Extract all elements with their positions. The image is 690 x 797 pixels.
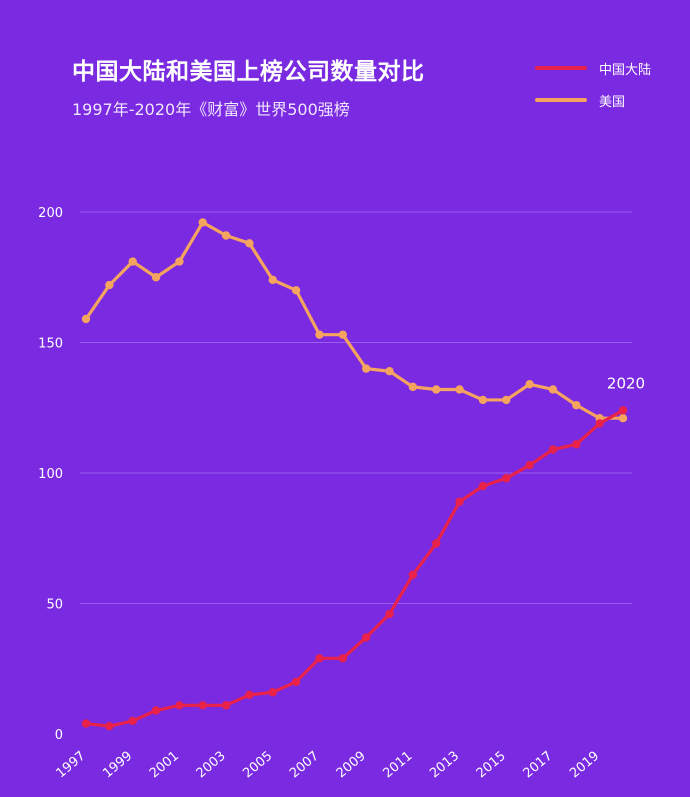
data-point-china — [478, 481, 488, 491]
data-point-china — [128, 716, 137, 726]
data-point-usa — [618, 413, 628, 423]
legend-label-usa: 美国 — [599, 94, 626, 110]
x-tick-label: 2005 — [240, 749, 275, 782]
data-point-usa — [221, 231, 231, 240]
data-point-usa — [572, 400, 581, 410]
data-point-usa — [385, 367, 394, 376]
data-point-usa — [408, 382, 418, 392]
data-point-usa — [105, 280, 114, 290]
legend-item-china: 中国大陆 — [535, 57, 651, 79]
data-point-usa — [502, 395, 511, 405]
data-point-usa — [81, 314, 91, 324]
data-point-china — [105, 721, 114, 731]
legend-swatch-usa — [535, 98, 587, 102]
series-line-usa — [84, 220, 625, 420]
data-point-usa — [432, 385, 441, 394]
y-tick-label: 200 — [38, 206, 63, 221]
data-point-china — [525, 460, 534, 470]
data-point-china — [338, 654, 348, 663]
data-point-china — [548, 445, 558, 454]
data-point-usa — [198, 218, 207, 227]
data-point-china — [572, 440, 581, 449]
data-point-usa — [151, 273, 161, 282]
data-point-china — [315, 654, 324, 663]
data-point-usa — [128, 257, 137, 266]
x-tick-label: 2003 — [194, 749, 229, 782]
data-point-china — [175, 701, 184, 710]
data-point-china — [361, 633, 371, 642]
data-point-china — [618, 406, 628, 415]
data-point-china — [221, 701, 231, 710]
legend-label-china: 中国大陆 — [599, 62, 652, 78]
x-tick-label: 2011 — [380, 749, 415, 782]
data-point-china — [245, 690, 254, 700]
data-point-china — [408, 570, 418, 579]
legend-item-usa: 美国 — [535, 89, 625, 111]
x-tick-label: 2017 — [521, 749, 556, 782]
x-tick-label: 1997 — [54, 749, 89, 782]
chart-subtitle: 1997年-2020年《财富》世界500强榜 — [72, 100, 350, 119]
data-point-usa — [291, 286, 301, 295]
x-tick-label: 2015 — [474, 749, 509, 782]
data-point-china — [198, 701, 207, 710]
x-tick-label: 2007 — [287, 749, 322, 782]
chart-title: 中国大陆和美国上榜公司数量对比 — [72, 59, 425, 85]
data-point-china — [595, 419, 604, 428]
data-point-china — [455, 497, 464, 506]
data-point-china — [291, 677, 301, 686]
data-point-usa — [338, 330, 348, 339]
x-tick-label: 2019 — [567, 749, 602, 782]
data-point-china — [151, 706, 161, 715]
data-point-china — [432, 539, 441, 548]
annotation-label: 2020 — [607, 374, 645, 392]
y-tick-label: 100 — [38, 467, 63, 482]
data-point-usa — [268, 275, 277, 285]
legend-swatch-china — [535, 66, 587, 70]
data-point-usa — [361, 364, 371, 373]
x-tick-label: 2013 — [427, 749, 462, 782]
data-point-usa — [478, 395, 488, 405]
data-point-usa — [175, 257, 184, 266]
data-point-usa — [455, 385, 464, 394]
data-point-usa — [315, 330, 324, 339]
y-tick-label: 50 — [46, 598, 63, 613]
data-point-china — [502, 474, 511, 483]
data-point-china — [268, 688, 277, 697]
y-tick-label: 0 — [55, 728, 63, 743]
x-tick-label: 1999 — [100, 749, 135, 782]
data-point-usa — [548, 385, 558, 394]
y-tick-label: 150 — [38, 337, 63, 352]
data-point-usa — [525, 380, 534, 389]
x-tick-label: 2009 — [334, 749, 369, 782]
data-point-china — [385, 609, 394, 619]
x-tick-label: 2001 — [147, 749, 182, 782]
data-point-china — [81, 719, 91, 728]
series-line-china — [84, 408, 625, 728]
data-point-usa — [245, 239, 254, 248]
